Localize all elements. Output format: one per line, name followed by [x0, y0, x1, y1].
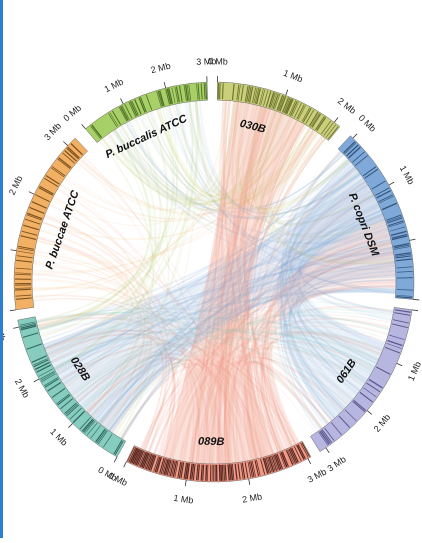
tick-label: 2 Mb [150, 61, 172, 76]
tick-mark [389, 182, 394, 185]
tick-mark [68, 423, 72, 427]
tick-mark [29, 192, 34, 195]
tick-mark [249, 479, 250, 485]
tick-mark [164, 82, 165, 88]
tick-mark [326, 448, 329, 453]
tick-mark [413, 299, 419, 300]
tick-label: 2 Mb [241, 491, 262, 504]
tick-label: 1 Mb [103, 76, 125, 94]
arc-stripe [206, 465, 207, 481]
tick-mark [286, 90, 288, 96]
tick-mark [185, 480, 186, 486]
tick-mark [397, 363, 402, 365]
left-border [0, 0, 3, 538]
tick-label: 2 Mb [7, 174, 25, 196]
tick-mark [334, 117, 338, 122]
tick-label: 0 Mb [96, 465, 118, 483]
tick-label: 1 Mb [173, 493, 194, 506]
tick-mark [124, 462, 127, 467]
tick-label: 2 Mb [13, 377, 31, 399]
tick-label: 1 Mb [48, 427, 69, 448]
tick-label: 2 Mb [336, 96, 358, 116]
segment-label-089b: 089B [198, 436, 225, 448]
tick-mark [13, 327, 19, 328]
ribbon-links [32, 100, 396, 464]
tick-mark [120, 98, 123, 103]
tick-mark [82, 124, 86, 129]
tick-mark [34, 379, 39, 382]
tick-label: 0 Mb [357, 113, 378, 134]
arc-stripe [222, 465, 223, 481]
arc-stripe [222, 83, 223, 99]
tick-label: 2 Mb [372, 412, 393, 434]
tick-mark [114, 457, 117, 462]
tick-mark [10, 310, 16, 311]
arc-stripe [206, 83, 207, 99]
tick-label: 3 Mb [326, 454, 348, 473]
tick-mark [367, 411, 372, 415]
tick-mark [11, 250, 17, 251]
tick-mark [353, 134, 357, 138]
tick-label: 1 Mb [282, 68, 304, 85]
tick-label: 0 Mb [61, 103, 83, 124]
tick-label: 1 Mb [406, 360, 422, 382]
tick-mark [308, 459, 311, 464]
arc-stripe [221, 465, 222, 481]
tick-label: 1 Mb [398, 164, 416, 186]
tick-label: 3 Mb [196, 56, 216, 67]
tick-mark [63, 142, 67, 146]
arc-stripe [15, 289, 31, 290]
tick-mark [412, 310, 418, 311]
tick-label: 3 Mb [42, 121, 63, 142]
tick-label: 3 Mb [306, 467, 328, 485]
tick-mark [410, 239, 416, 240]
